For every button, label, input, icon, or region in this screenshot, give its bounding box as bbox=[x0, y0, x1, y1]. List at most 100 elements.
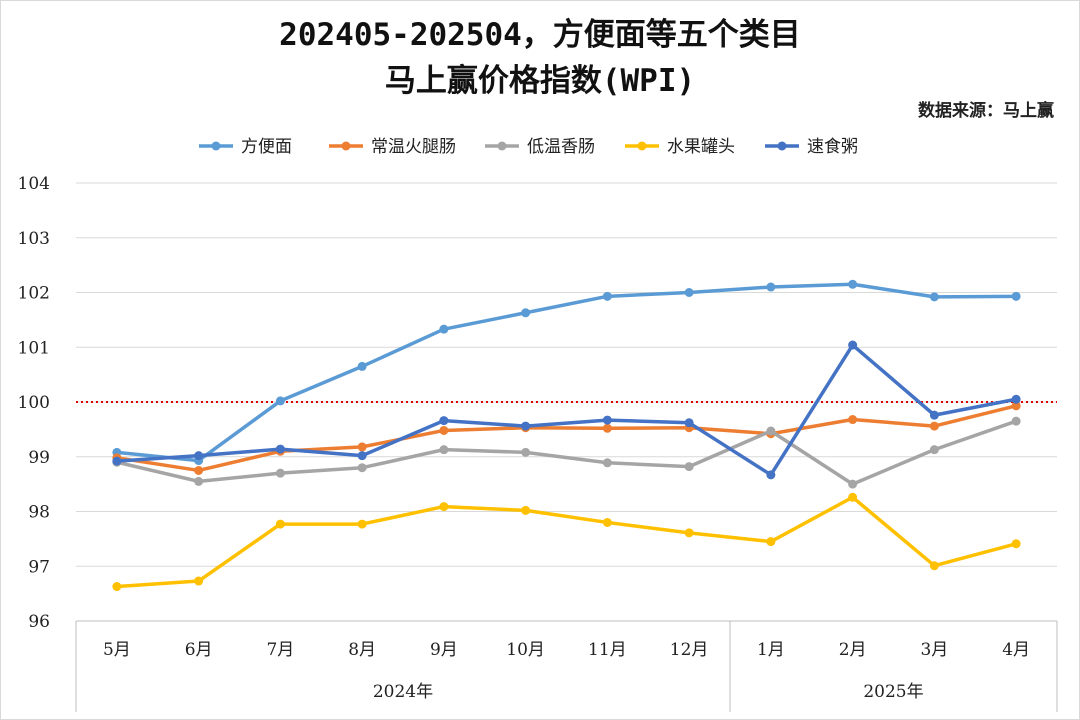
data-point bbox=[1011, 401, 1021, 411]
data-point bbox=[275, 519, 285, 529]
year-group-label: 2024年 bbox=[373, 682, 433, 702]
legend-item: 低温香肠 bbox=[485, 137, 595, 157]
data-point bbox=[357, 361, 367, 371]
legend-swatch-marker bbox=[497, 141, 507, 151]
data-point bbox=[521, 308, 531, 318]
year-group-label: 2025年 bbox=[863, 682, 923, 702]
data-point bbox=[521, 505, 531, 515]
data-point bbox=[112, 582, 122, 592]
series-line bbox=[115, 282, 1018, 463]
series-水果罐头 bbox=[112, 492, 1021, 592]
data-point bbox=[112, 456, 122, 466]
chart-title: 202405-202504，方便面等五个类目 马上赢价格指数(WPI) bbox=[0, 12, 1080, 104]
data-point bbox=[194, 465, 204, 475]
data-point bbox=[357, 463, 367, 473]
y-tick-label: 98 bbox=[28, 503, 50, 523]
legend-swatch-marker bbox=[777, 141, 787, 151]
data-point bbox=[521, 447, 531, 457]
x-tick-label: 2月 bbox=[839, 640, 867, 660]
data-point bbox=[929, 561, 939, 571]
source-note: 数据来源：马上赢 bbox=[918, 101, 1054, 121]
data-point bbox=[439, 324, 449, 334]
legend-item: 方便面 bbox=[199, 137, 292, 157]
data-point bbox=[684, 462, 694, 472]
data-point bbox=[357, 451, 367, 461]
x-tick-label: 7月 bbox=[266, 640, 294, 660]
legend-item: 常温火腿肠 bbox=[329, 137, 456, 157]
series-速食粥 bbox=[112, 340, 1021, 480]
legend: 方便面 常温火腿肠 低温香肠 水果罐头 速食粥 bbox=[199, 137, 858, 157]
data-point bbox=[275, 396, 285, 406]
data-point bbox=[602, 517, 612, 527]
x-tick-label: 10月 bbox=[506, 640, 545, 660]
data-point bbox=[1011, 539, 1021, 549]
data-point bbox=[602, 458, 612, 468]
x-tick-label: 5月 bbox=[103, 640, 131, 660]
series-line bbox=[115, 419, 1018, 486]
legend-item: 速食粥 bbox=[765, 137, 858, 157]
data-point bbox=[848, 479, 858, 489]
data-point bbox=[766, 282, 776, 292]
data-point bbox=[521, 421, 531, 431]
data-point bbox=[357, 519, 367, 529]
data-point bbox=[439, 416, 449, 426]
legend-label: 低温香肠 bbox=[527, 137, 595, 157]
data-point bbox=[602, 423, 612, 433]
y-tick-label: 99 bbox=[28, 448, 50, 468]
x-tick-label: 3月 bbox=[920, 640, 948, 660]
data-point bbox=[439, 445, 449, 455]
y-tick-label: 97 bbox=[28, 557, 50, 577]
data-point bbox=[275, 468, 285, 478]
data-point bbox=[684, 288, 694, 297]
data-point bbox=[684, 418, 694, 428]
y-tick-label: 100 bbox=[18, 393, 50, 413]
y-tick-label: 103 bbox=[18, 229, 50, 249]
data-point bbox=[766, 470, 776, 480]
data-point bbox=[848, 492, 858, 502]
chart-subtitle: 马上赢价格指数(WPI) bbox=[384, 63, 696, 99]
y-tick-label: 101 bbox=[18, 338, 50, 358]
data-point bbox=[1011, 416, 1021, 426]
data-point bbox=[1011, 291, 1021, 301]
x-tick-label: 4月 bbox=[1002, 640, 1030, 660]
data-point bbox=[439, 502, 449, 512]
data-point bbox=[602, 415, 612, 425]
x-tick-label: 9月 bbox=[430, 640, 458, 660]
data-point bbox=[602, 291, 612, 301]
data-point bbox=[848, 279, 858, 289]
legend-swatch-marker bbox=[637, 141, 647, 151]
series-line bbox=[115, 404, 1018, 473]
legend-label: 方便面 bbox=[241, 137, 292, 157]
data-point bbox=[1011, 394, 1021, 404]
data-point bbox=[684, 528, 694, 538]
data-point bbox=[929, 292, 939, 302]
series-line bbox=[115, 343, 1018, 477]
legend-swatch-marker bbox=[211, 141, 221, 151]
series-常温火腿肠 bbox=[112, 401, 1021, 475]
data-point bbox=[439, 425, 449, 435]
data-point bbox=[766, 537, 776, 547]
legend-swatch-marker bbox=[341, 141, 351, 151]
data-point bbox=[194, 576, 204, 586]
data-point bbox=[929, 410, 939, 420]
data-point bbox=[766, 426, 776, 436]
data-point bbox=[929, 445, 939, 455]
legend-item: 水果罐头 bbox=[625, 137, 735, 157]
data-point bbox=[194, 451, 204, 461]
data-point bbox=[357, 442, 367, 452]
x-tick-label: 8月 bbox=[348, 640, 376, 660]
data-point bbox=[929, 421, 939, 431]
data-point bbox=[848, 415, 858, 425]
y-tick-label: 102 bbox=[18, 284, 50, 304]
data-point bbox=[194, 476, 204, 486]
legend-label: 常温火腿肠 bbox=[371, 137, 456, 157]
chart-title-line1: 202405-202504，方便面等五个类目 bbox=[279, 17, 801, 53]
y-tick-label: 96 bbox=[28, 612, 50, 632]
series-layer bbox=[112, 279, 1021, 592]
series-line bbox=[115, 495, 1018, 589]
series-方便面 bbox=[112, 279, 1021, 466]
x-tick-label: 11月 bbox=[588, 640, 627, 660]
legend-label: 水果罐头 bbox=[667, 137, 735, 157]
